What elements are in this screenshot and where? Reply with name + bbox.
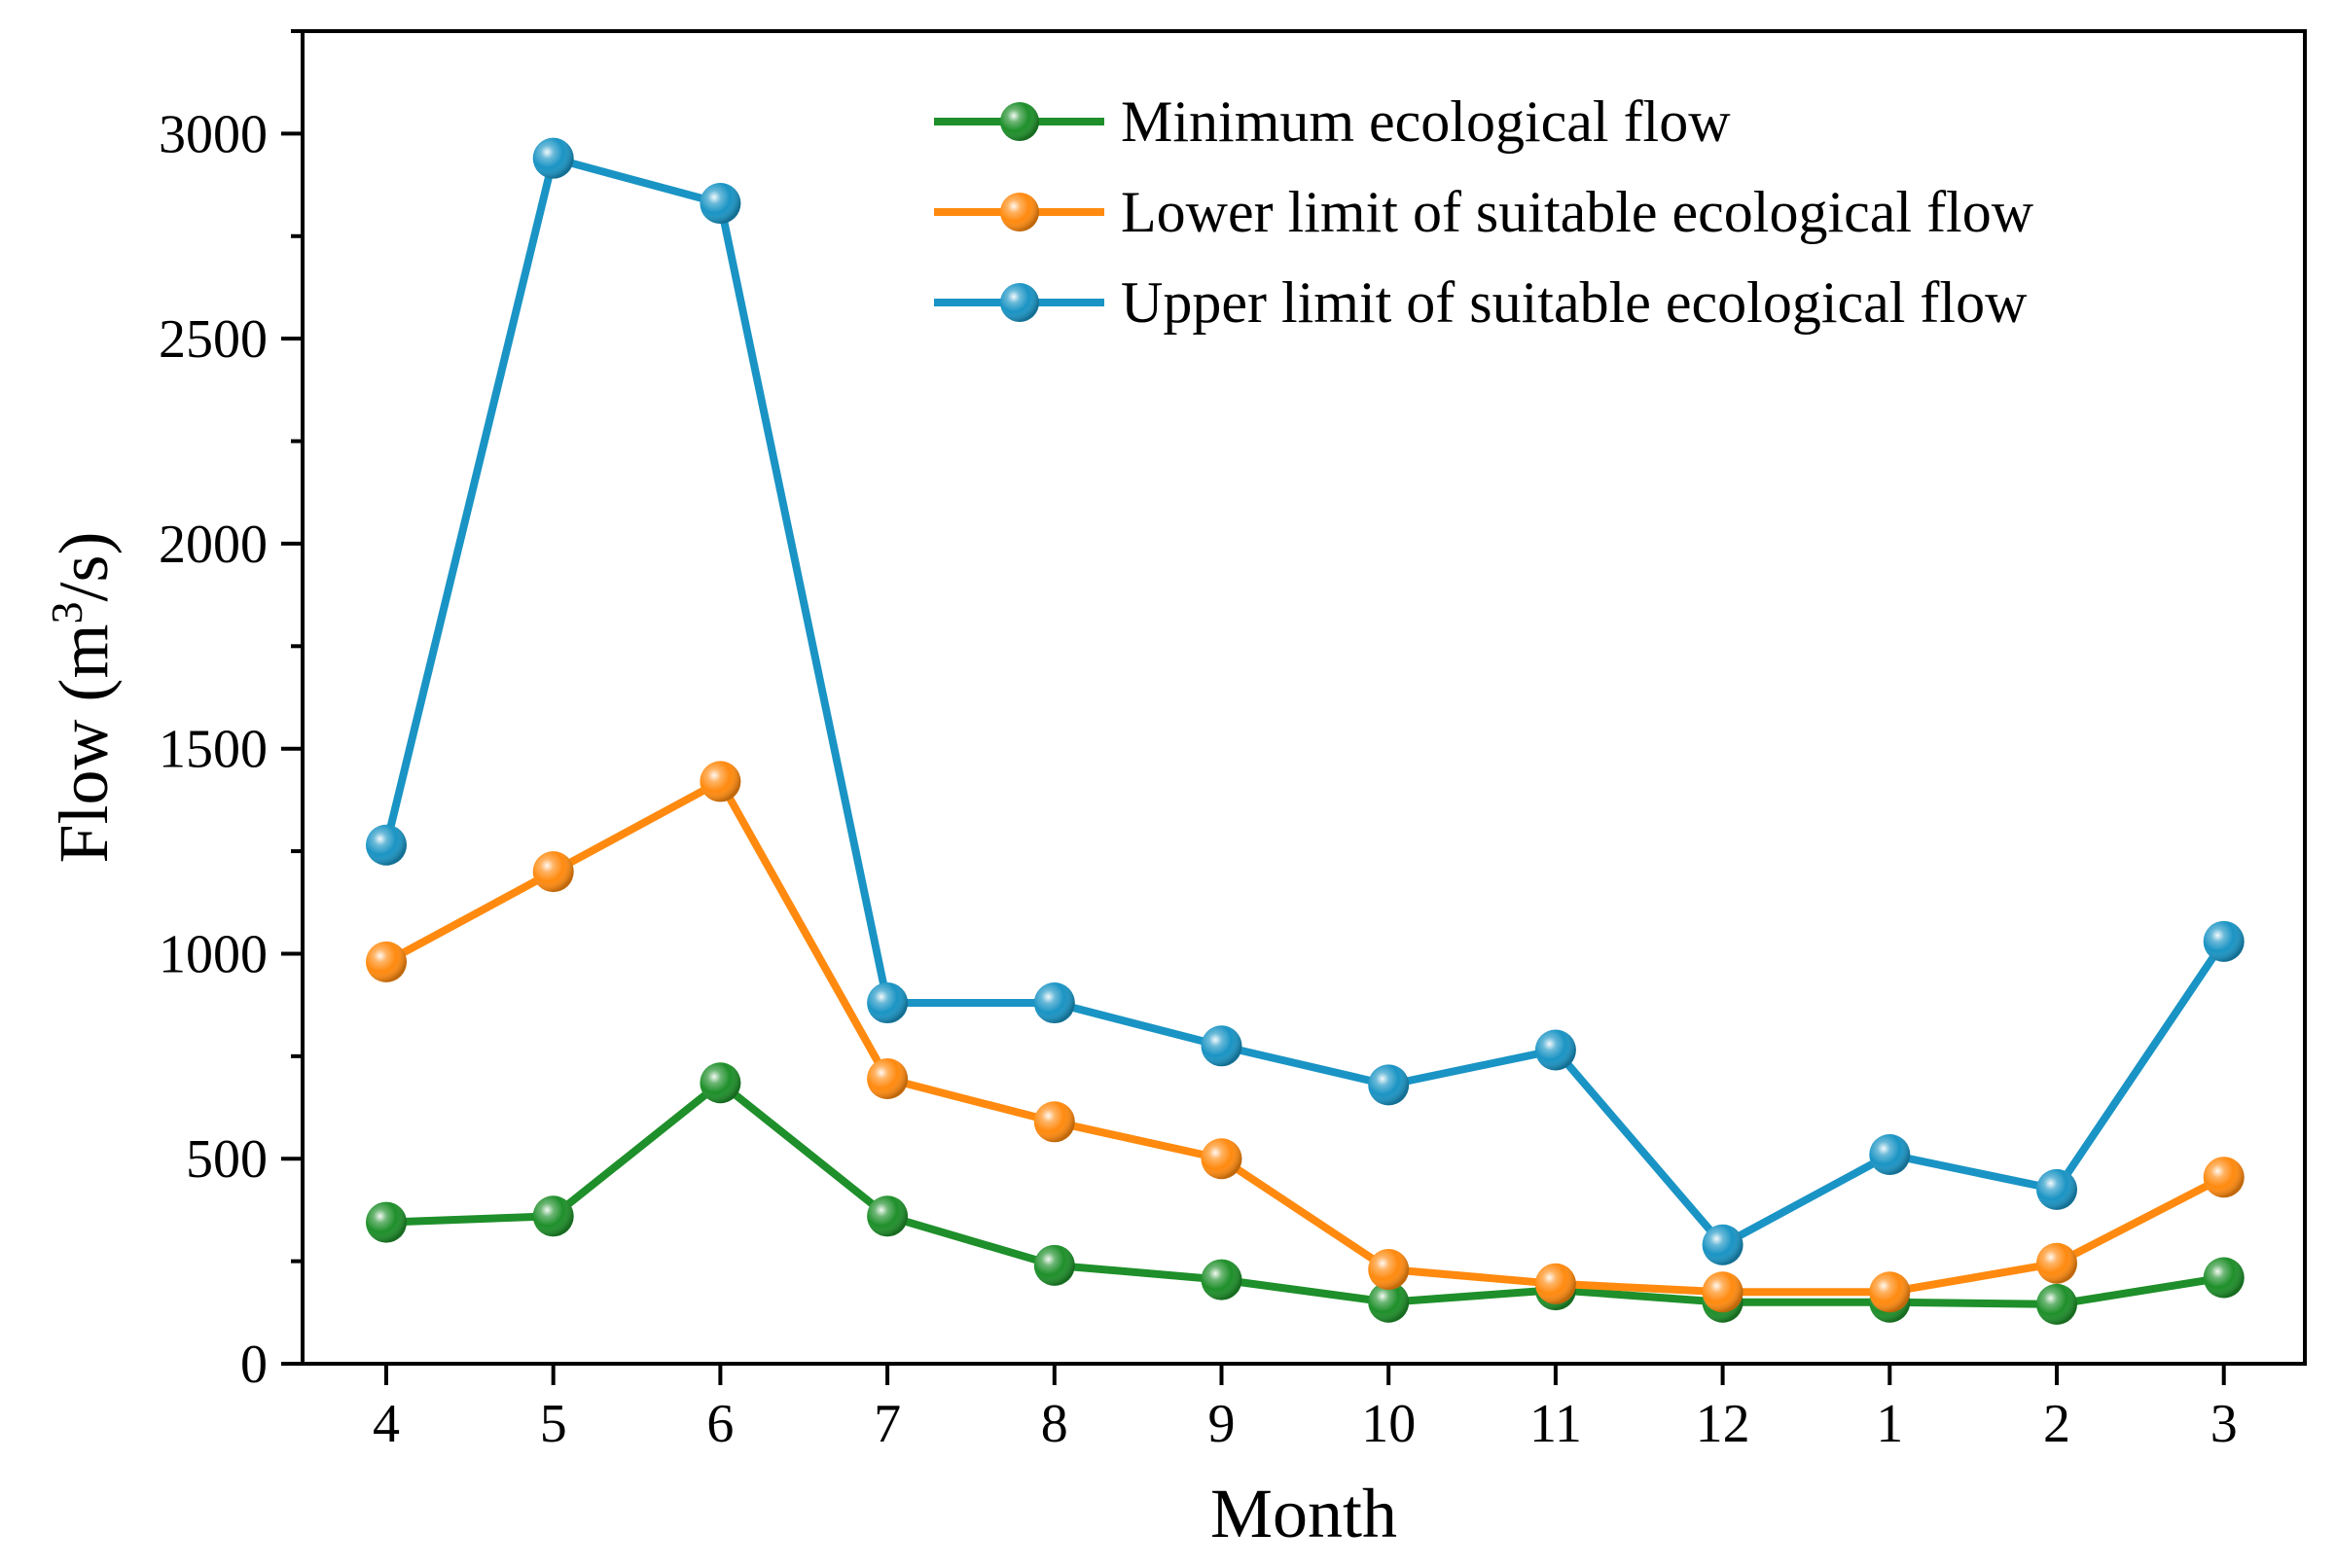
data-point-shine: [1534, 1263, 1576, 1304]
data-point-shine: [2036, 1283, 2077, 1325]
legend: Minimum ecological flow Lower limit of s…: [934, 89, 2034, 335]
plot-frame: [301, 29, 2307, 1366]
data-point-shine: [700, 183, 741, 225]
legend-label-minimum: Minimum ecological flow: [1121, 89, 1731, 154]
data-point-shine: [867, 982, 909, 1024]
x-axis-title: Month: [1210, 1475, 1397, 1552]
data-point-shine: [1869, 1271, 1911, 1313]
y-tick-label: 1500: [159, 720, 268, 780]
data-point-shine: [2203, 1257, 2245, 1299]
data-point-shine: [1368, 1064, 1410, 1106]
data-point-shine: [700, 761, 741, 802]
data-point-shine: [366, 824, 407, 866]
series-line: [384, 777, 2226, 1297]
y-tick-label: 2000: [159, 515, 268, 575]
data-point-shine: [1702, 1224, 1743, 1265]
x-axis-ticks: 4 5 6 7 8 9 10 11 12 1 2 3: [373, 1364, 2238, 1454]
y-tick-label: 1000: [159, 924, 268, 984]
y-tick-label: 0: [240, 1335, 268, 1395]
data-point-shine: [700, 1062, 741, 1104]
series-1: [366, 1062, 2245, 1325]
data-point-shine: [1534, 1029, 1576, 1071]
data-point-shine: [867, 1058, 909, 1100]
series-2: [366, 761, 2245, 1313]
series-3: [366, 137, 2245, 1265]
y-tick-label: 3000: [159, 104, 268, 164]
data-point-shine: [1201, 1025, 1242, 1067]
data-point-shine: [366, 941, 407, 982]
x-tick-label: 10: [1361, 1394, 1416, 1454]
data-point-shine: [532, 851, 574, 893]
x-tick-label: 1: [1876, 1394, 1903, 1454]
data-point-shine: [2036, 1242, 2077, 1284]
legend-marker-shine-lower: [1000, 193, 1039, 232]
data-point-shine: [1368, 1249, 1410, 1291]
data-point-shine: [532, 1195, 574, 1237]
series-layer: [366, 137, 2245, 1325]
y-axis-title: Flow (m3/s): [42, 531, 123, 863]
x-tick-label: 9: [1208, 1394, 1236, 1454]
data-point-shine: [366, 1201, 407, 1243]
data-point-shine: [1033, 982, 1075, 1024]
data-point-shine: [2203, 1157, 2245, 1198]
legend-marker-shine-minimum: [1000, 102, 1039, 141]
legend-label-upper: Upper limit of suitable ecological flow: [1121, 270, 2028, 335]
x-tick-label: 5: [540, 1394, 567, 1454]
data-point-shine: [1702, 1271, 1743, 1313]
x-tick-label: 3: [2210, 1394, 2238, 1454]
data-point-shine: [1368, 1281, 1410, 1323]
y-axis-title-superscript: 3: [42, 601, 91, 624]
data-point-shine: [1033, 1244, 1075, 1286]
x-tick-label: 4: [373, 1394, 400, 1454]
y-axis-ticks: 0 500 1000 1500 2000 2500 3000: [159, 29, 303, 1395]
data-point-shine: [1033, 1101, 1075, 1143]
data-point-shine: [2036, 1168, 2077, 1210]
legend-label-lower: Lower limit of suitable ecological flow: [1121, 180, 2034, 244]
legend-entry-minimum: Minimum ecological flow: [934, 89, 1731, 154]
y-tick-label: 500: [186, 1129, 268, 1190]
x-tick-label: 6: [706, 1394, 734, 1454]
data-point-shine: [867, 1195, 909, 1237]
series-line: [382, 154, 2228, 1249]
data-point-shine: [532, 137, 574, 179]
x-tick-label: 2: [2043, 1394, 2070, 1454]
y-axis-title-main: Flow (m: [45, 624, 123, 863]
data-point-shine: [1201, 1138, 1242, 1180]
data-point-shine: [2203, 920, 2245, 962]
x-tick-label: 11: [1529, 1394, 1582, 1454]
legend-marker-shine-upper: [1000, 283, 1039, 322]
y-axis-title-suffix: /s): [45, 531, 123, 601]
series-line: [385, 1079, 2225, 1308]
data-point-shine: [1869, 1134, 1911, 1176]
x-tick-label: 7: [874, 1394, 901, 1454]
legend-entry-upper: Upper limit of suitable ecological flow: [934, 270, 2028, 335]
data-point-shine: [1201, 1259, 1242, 1301]
x-tick-label: 8: [1041, 1394, 1068, 1454]
y-tick-label: 2500: [159, 309, 268, 370]
x-tick-label: 12: [1696, 1394, 1750, 1454]
legend-entry-lower: Lower limit of suitable ecological flow: [934, 180, 2034, 244]
